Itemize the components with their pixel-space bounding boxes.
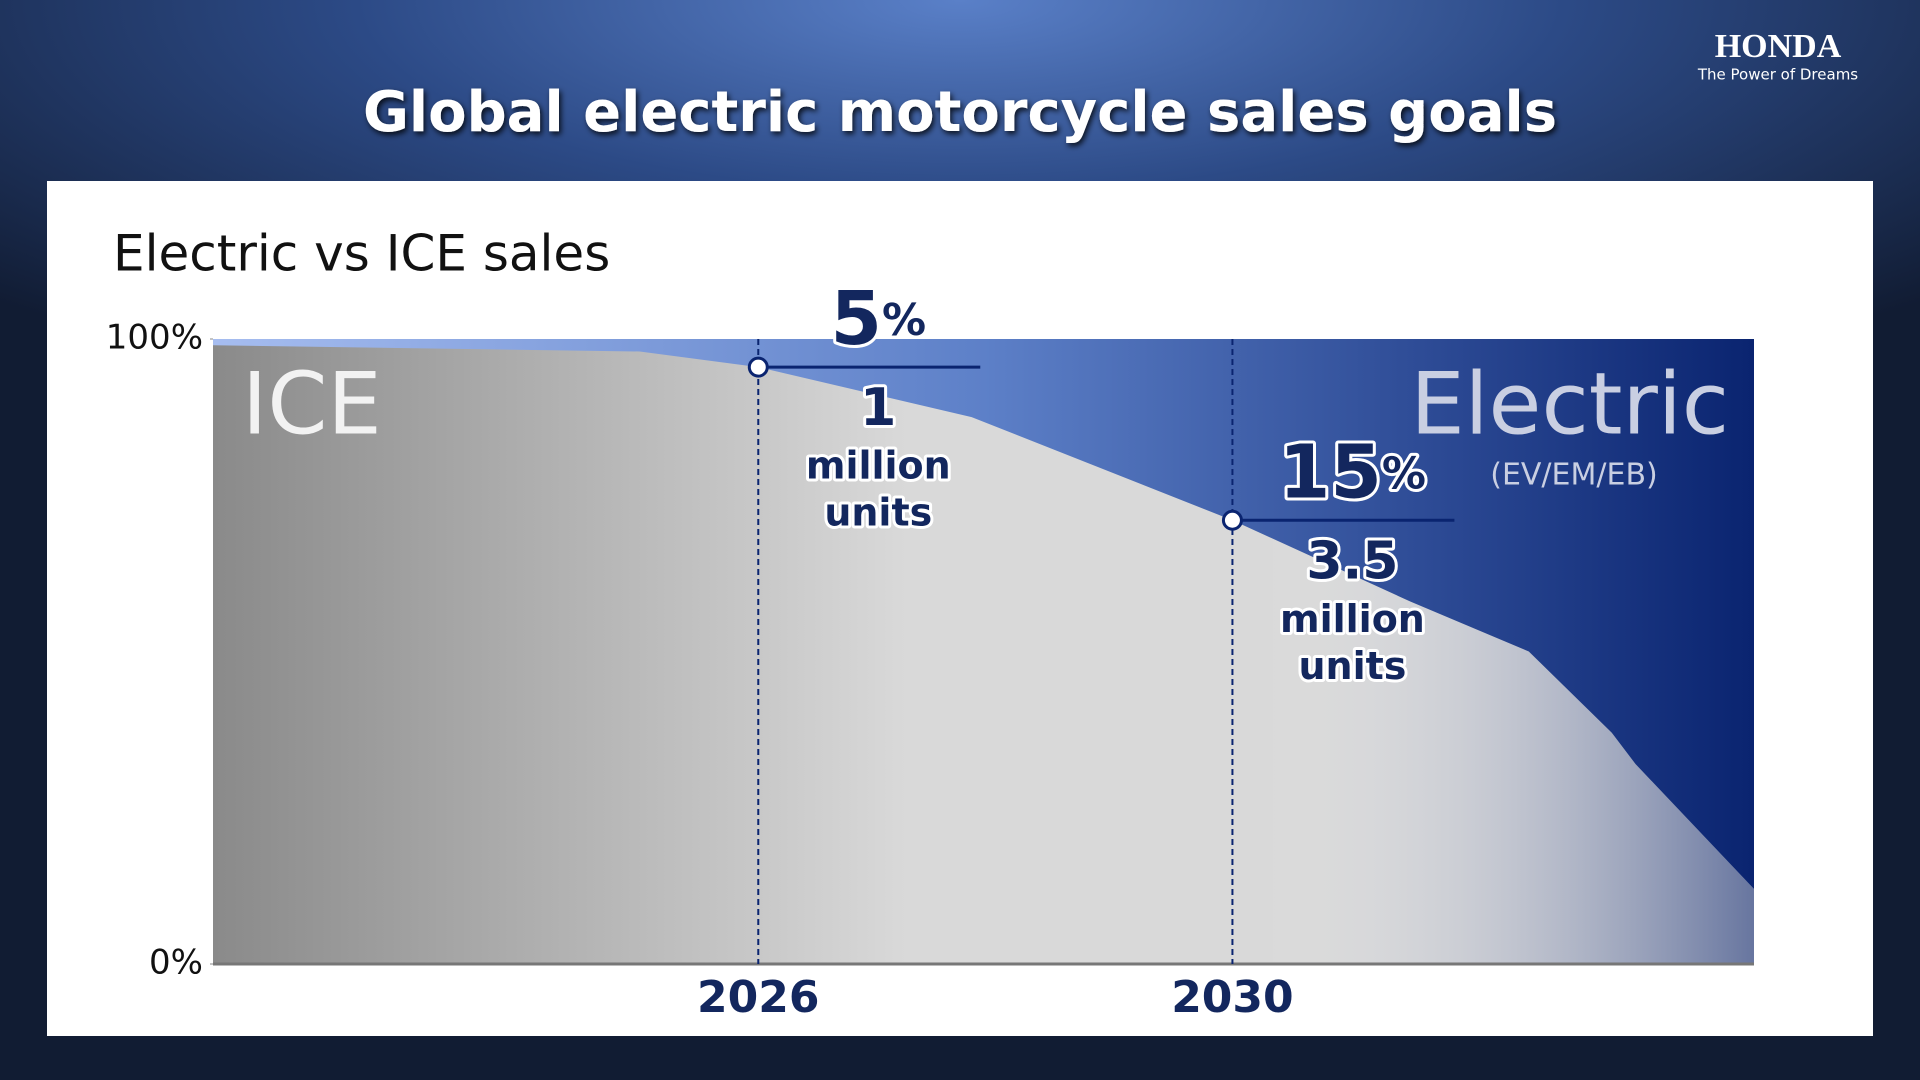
annotation-text: million (806, 444, 951, 488)
x-tick-label: 2030 (1171, 972, 1293, 1023)
y-tick-label: 0% (149, 943, 203, 983)
brand-logo: HONDA (1715, 28, 1842, 65)
chart-subtitle: Electric vs ICE sales (113, 225, 610, 283)
electric-label: Electric (1410, 354, 1729, 454)
annotation-value-unit: % (882, 295, 926, 346)
point-marker (1221, 509, 1243, 531)
annotation-value-unit: % (1382, 448, 1426, 499)
point-marker (747, 356, 769, 378)
annotation-text: units (824, 491, 932, 535)
annotation-value-number: 15 (1279, 429, 1382, 515)
series-label: ICE (242, 354, 382, 454)
x-tick-label: 2026 (697, 972, 819, 1023)
annotation-value: 5% (830, 276, 926, 362)
annotation-text: units (1298, 644, 1406, 688)
ice-fade (213, 345, 1754, 964)
chart-title: Global electric motorcycle sales goals (363, 80, 1557, 145)
annotation-value-number: 5 (830, 276, 882, 362)
brand-tagline: The Power of Dreams (1697, 66, 1858, 84)
annotation-text: million (1280, 597, 1425, 641)
y-tick-label: 100% (106, 318, 203, 358)
annotation-number: 3.5 (1306, 531, 1398, 591)
electric-sublabel: (EV/EM/EB) (1490, 458, 1657, 493)
annotation-value: 15% (1279, 429, 1426, 515)
annotation-number: 1 (860, 378, 896, 438)
